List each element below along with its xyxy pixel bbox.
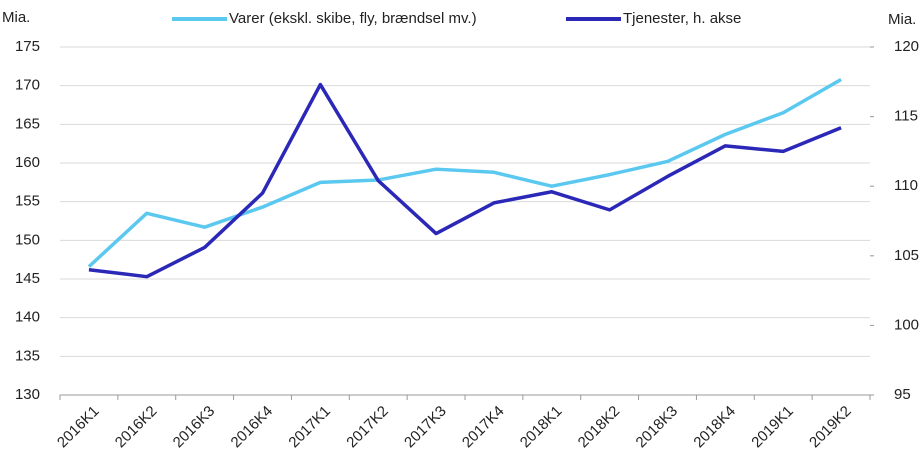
x-tick-label: 2018K2: [575, 403, 624, 452]
series-line: [88, 82, 842, 279]
y-tick-label: 130: [15, 386, 40, 403]
legend-label: Tjenester, h. akse: [623, 10, 741, 27]
y2-tick-label: 120: [894, 38, 919, 55]
y2-tick-label: 100: [894, 316, 919, 333]
x-tick-label: 2019K2: [806, 403, 855, 452]
x-tick-label: 2017K4: [459, 403, 508, 452]
y-axis-label: Mia.: [2, 9, 30, 26]
y-tick-label: 140: [15, 309, 40, 326]
y-tick-label: 170: [15, 77, 40, 94]
legend-label: Varer (ekskl. skibe, fly, brændsel mv.): [229, 10, 477, 27]
x-tick-label: 2017K2: [343, 403, 392, 452]
y-tick-label: 160: [15, 154, 40, 171]
x-tick-label: 2018K1: [517, 403, 566, 452]
x-tick-label: 2016K4: [228, 403, 277, 452]
y2-tick-label: 95: [894, 386, 911, 403]
series-line: [87, 77, 842, 268]
x-tick-label: 2016K2: [112, 403, 161, 452]
y-tick-label: 175: [15, 38, 40, 55]
x-tick-label: 2018K4: [690, 403, 739, 452]
y-tick-label: 150: [15, 231, 40, 248]
y2-tick-label: 105: [894, 247, 919, 264]
y2-tick-label: 115: [894, 108, 918, 125]
y-tick-label: 145: [15, 270, 40, 287]
x-tick-label: 2018K3: [633, 403, 682, 452]
y-tick-label: 165: [15, 115, 40, 132]
y-tick-label: 155: [15, 193, 40, 210]
x-tick-label: 2017K3: [401, 403, 450, 452]
x-tick-label: 2016K3: [170, 403, 219, 452]
x-tick-label: 2017K1: [285, 403, 334, 452]
y-tick-label: 135: [15, 347, 40, 364]
y2-tick-label: 110: [894, 177, 918, 194]
x-tick-label: 2016K1: [54, 403, 103, 452]
y2-axis-label: Mia.: [888, 11, 916, 28]
x-tick-label: 2019K1: [748, 403, 797, 452]
